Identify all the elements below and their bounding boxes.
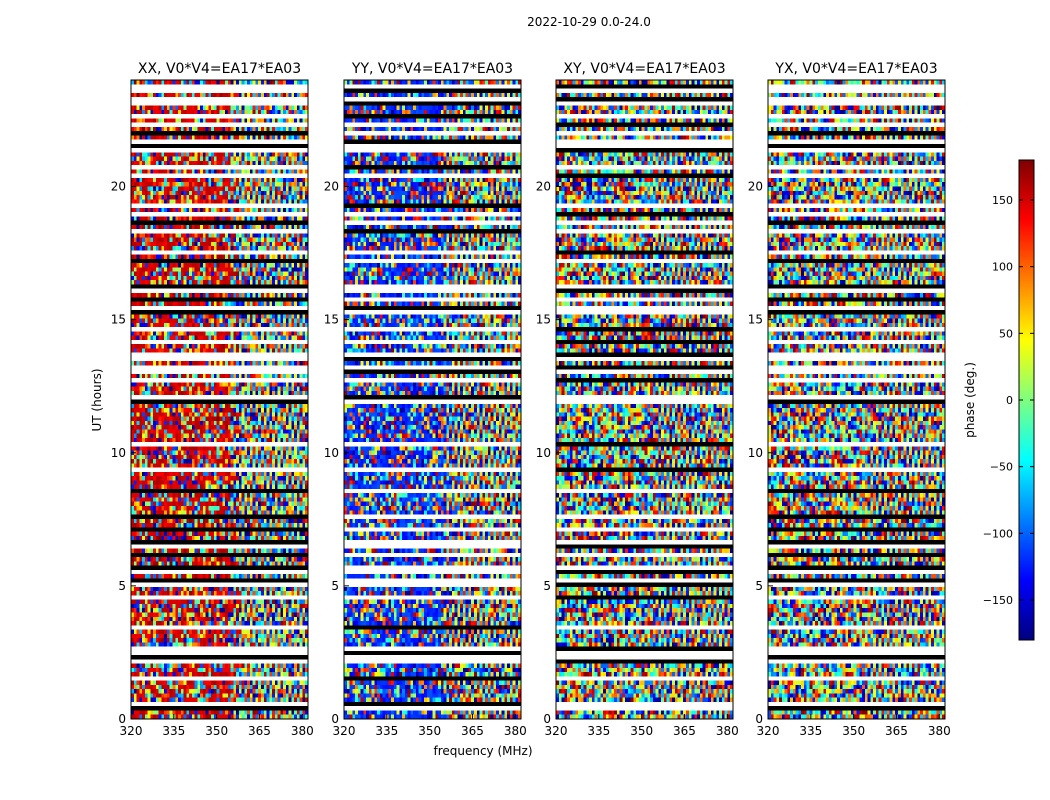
panels-group: XX, V0*V4=EA17*EA03 320 335 350 365 380 0 5 10 15… [111, 61, 951, 738]
panel-0-heatmap [131, 80, 308, 719]
panel-0-xtick-label-4: 380 [291, 724, 314, 738]
panel-3: YX, V0*V4=EA17*EA03 320 335 350 365 380 0 5 10 15… [748, 61, 951, 738]
panel-0-xtick-label-2: 350 [205, 724, 228, 738]
panel-1-ytick-label-2: 10 [324, 446, 339, 460]
colorbar-tick-label-4: −50 [990, 461, 1013, 474]
panel-2-xtick-label-2: 350 [630, 724, 653, 738]
panel-2-xtick-label-0: 320 [545, 724, 568, 738]
panel-3-xtick-label-0: 320 [757, 724, 780, 738]
panel-2-ytick-label-4: 20 [536, 180, 551, 194]
colorbar-tick-label-6: −150 [983, 594, 1013, 607]
panel-3-xtick-label-2: 350 [842, 724, 865, 738]
panel-1-xtick-label-0: 320 [333, 724, 356, 738]
panel-0-ytick-label-1: 5 [118, 579, 126, 593]
panel-0-xtick-label-3: 365 [248, 724, 271, 738]
panel-1-xtick-label-1: 335 [375, 724, 398, 738]
panel-1-ytick-label-0: 0 [331, 712, 339, 726]
panel-1-ytick-label-3: 15 [324, 313, 339, 327]
panel-3-xtick-label-1: 335 [799, 724, 822, 738]
panel-3-ytick-label-3: 15 [748, 313, 763, 327]
panel-1-ytick-label-4: 20 [324, 180, 339, 194]
colorbar-label: phase (deg.) [963, 362, 977, 438]
colorbar-ticks: 150 100 50 0 −50 −100 −150 [983, 194, 1034, 607]
colorbar-tick-label-2: 50 [999, 327, 1013, 340]
panel-1-heatmap [344, 80, 521, 719]
panel-2-ytick-label-0: 0 [543, 712, 551, 726]
panel-0: XX, V0*V4=EA17*EA03 320 335 350 365 380 0 5 10 15… [111, 61, 314, 738]
colorbar-tick-label-0: 150 [992, 194, 1013, 207]
colorbar-tick-label-5: −100 [983, 527, 1013, 540]
panel-1-xtick-label-2: 350 [418, 724, 441, 738]
panel-0-ytick-label-3: 15 [111, 313, 126, 327]
colorbar: 150 100 50 0 −50 −100 −150 phase (deg.) [963, 159, 1035, 641]
x-axis-label: frequency (MHz) [433, 744, 532, 758]
colorbar-tick-label-1: 100 [992, 261, 1013, 274]
panel-2-heatmap [556, 80, 733, 719]
panel-3-ytick-label-1: 5 [755, 579, 763, 593]
panel-2: XY, V0*V4=EA17*EA03 320 335 350 365 380 0 5 10 15… [536, 61, 739, 738]
panel-0-frame [130, 79, 309, 720]
panel-1: YY, V0*V4=EA17*EA03 320 335 350 365 380 0 5 10 15… [324, 61, 527, 738]
panel-3-frame [767, 79, 946, 720]
figure-suptitle: 2022-10-29 0.0-24.0 [527, 15, 651, 29]
panel-2-ytick-label-1: 5 [543, 579, 551, 593]
panel-2-ytick-label-3: 15 [536, 313, 551, 327]
panel-3-ytick-label-4: 20 [748, 180, 763, 194]
panel-1-xtick-label-4: 380 [504, 724, 527, 738]
panel-0-ytick-label-4: 20 [111, 180, 126, 194]
panel-3-ytick-label-0: 0 [755, 712, 763, 726]
panel-1-frame [343, 79, 522, 720]
panel-1-title: YY, V0*V4=EA17*EA03 [351, 61, 513, 77]
panel-1-xtick-label-3: 365 [461, 724, 484, 738]
panel-3-title: YX, V0*V4=EA17*EA03 [774, 61, 937, 77]
panel-2-ytick-label-2: 10 [536, 446, 551, 460]
panel-1-ytick-label-1: 5 [331, 579, 339, 593]
panel-2-xtick-label-3: 365 [673, 724, 696, 738]
panel-2-frame [555, 79, 734, 720]
panel-3-heatmap [768, 80, 945, 719]
panel-0-ytick-label-0: 0 [118, 712, 126, 726]
colorbar-tick-label-3: 0 [1006, 394, 1013, 407]
panel-0-ytick-label-2: 10 [111, 446, 126, 460]
panel-0-xtick-label-1: 335 [162, 724, 185, 738]
y-axis-label: UT (hours) [90, 368, 104, 431]
panel-2-xtick-label-1: 335 [587, 724, 610, 738]
panel-0-title: XX, V0*V4=EA17*EA03 [138, 61, 301, 77]
panel-2-title: XY, V0*V4=EA17*EA03 [563, 61, 725, 77]
panel-3-xtick-label-3: 365 [885, 724, 908, 738]
panel-3-xtick-label-4: 380 [928, 724, 951, 738]
panel-2-xtick-label-4: 380 [716, 724, 739, 738]
panel-3-ytick-label-2: 10 [748, 446, 763, 460]
panel-0-xtick-label-0: 320 [120, 724, 143, 738]
